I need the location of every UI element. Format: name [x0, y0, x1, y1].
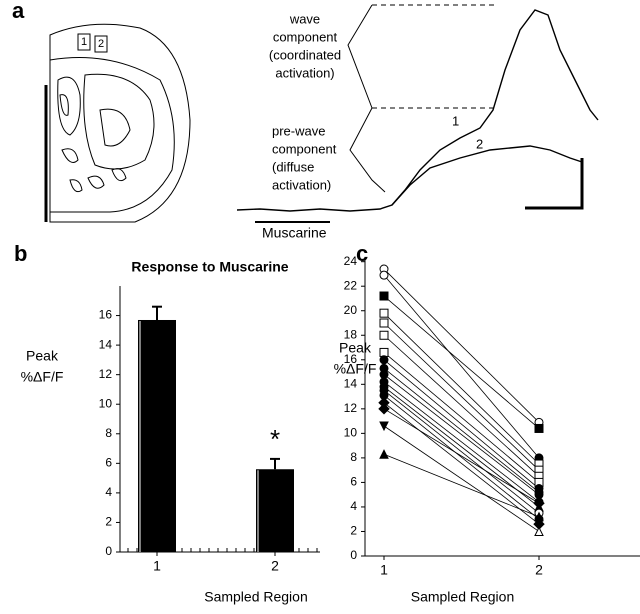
panel-label: a	[12, 0, 25, 23]
annotation: *	[270, 424, 280, 454]
y-tick-label: 24	[344, 254, 358, 268]
y-tick-label: 10	[99, 396, 113, 410]
trace-label: 1	[452, 113, 459, 128]
wave-label-line: activation)	[275, 65, 334, 80]
chart-title: Response to Muscarine	[131, 259, 288, 275]
y-tick-label: 0	[350, 548, 357, 562]
point	[534, 490, 544, 500]
pair-line	[383, 352, 540, 483]
pair-line	[383, 295, 540, 429]
pair-line	[383, 334, 540, 477]
traces	[236, 9, 599, 223]
y-tick-label: 2	[105, 515, 112, 529]
wave-label-line: wave	[289, 11, 320, 26]
x-axis-label: Sampled Region	[411, 589, 515, 605]
prewave-label-line: activation)	[272, 177, 331, 192]
point	[533, 497, 545, 509]
y-tick-label: 4	[350, 499, 357, 513]
pair-line	[383, 322, 540, 471]
point	[379, 370, 389, 380]
y-tick-label: 22	[344, 278, 358, 292]
pair-line	[383, 359, 540, 489]
point	[379, 355, 389, 365]
y-axis-label: Peak	[26, 348, 59, 364]
y-tick-label: 18	[344, 327, 358, 341]
y-tick-label: 2	[350, 524, 357, 538]
y-axis-label: %ΔF/F	[21, 369, 64, 385]
y-tick-label: 14	[99, 337, 113, 351]
point	[379, 449, 389, 459]
y-tick-label: 8	[105, 426, 112, 440]
y-tick-label: 0	[105, 544, 112, 558]
pair-line	[383, 268, 540, 423]
prewave-label-line: pre-wave	[272, 123, 325, 138]
y-tick-label: 16	[99, 308, 113, 322]
y-tick-label: 6	[105, 456, 112, 470]
brain-section	[44, 23, 191, 223]
pair-line	[383, 453, 540, 518]
prewave-label-line: component	[272, 141, 337, 156]
pair-line	[383, 368, 540, 493]
pair-line	[383, 374, 540, 495]
annotation-lines	[347, 4, 495, 193]
pair-line	[383, 312, 540, 465]
y-axis-label: Peak	[339, 340, 372, 356]
pair-line	[383, 381, 540, 503]
pair-line	[383, 395, 540, 520]
stimulus-label: Muscarine	[262, 225, 327, 241]
point	[379, 308, 389, 318]
y-tick-label: 4	[105, 485, 112, 499]
trace-label: 2	[476, 136, 483, 151]
point	[534, 423, 544, 433]
prewave-label-line: (diffuse	[272, 159, 314, 174]
point	[379, 318, 389, 328]
point	[534, 511, 544, 522]
x-tick-label: 2	[535, 562, 543, 578]
bar	[256, 469, 294, 552]
point	[379, 291, 389, 301]
y-tick-label: 12	[99, 367, 113, 381]
pair-line	[383, 390, 540, 514]
point	[534, 526, 544, 536]
pair-line	[383, 274, 540, 459]
pair-line	[383, 425, 540, 532]
x-tick-label: 1	[380, 562, 388, 578]
x-tick-label: 1	[153, 558, 161, 574]
x-tick-label: 2	[271, 558, 279, 574]
y-tick-label: 8	[350, 450, 357, 464]
y-tick-label: 10	[344, 426, 358, 440]
region-label: 2	[98, 38, 104, 50]
region-label: 1	[81, 36, 87, 48]
x-axis-label: Sampled Region	[204, 589, 308, 605]
y-tick-label: 12	[344, 401, 358, 415]
pair-line	[383, 386, 540, 508]
pair-line	[383, 408, 540, 504]
y-tick-label: 14	[344, 376, 358, 390]
wave-label-line: (coordinated	[269, 47, 341, 62]
panel-label: b	[14, 241, 27, 266]
point	[379, 270, 389, 280]
y-tick-label: 16	[344, 352, 358, 366]
point	[379, 347, 389, 357]
wave-label-line: component	[273, 29, 338, 44]
point	[379, 330, 389, 340]
bar	[138, 319, 176, 552]
y-tick-label: 20	[344, 303, 358, 317]
point	[379, 421, 389, 432]
y-axis-label: %ΔF/F	[334, 361, 377, 377]
pair-line	[383, 402, 540, 525]
y-tick-label: 6	[350, 475, 357, 489]
point	[378, 403, 390, 415]
